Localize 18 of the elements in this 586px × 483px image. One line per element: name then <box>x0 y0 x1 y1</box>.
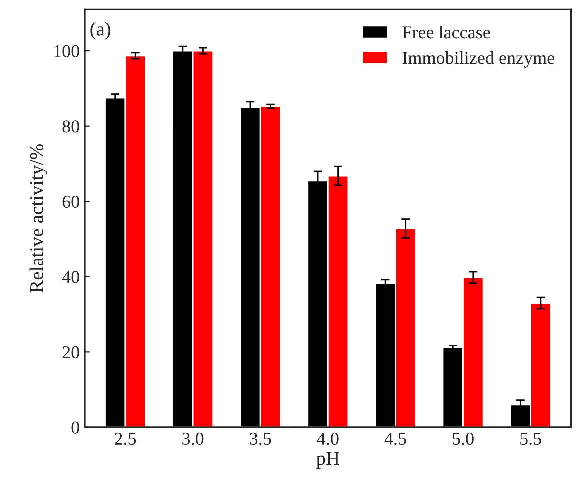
y-tick-label: 80 <box>62 120 80 133</box>
legend-label: Free laccase <box>402 26 490 39</box>
y-tick-label: 100 <box>54 45 80 58</box>
y-tick-label: 0 <box>72 422 80 434</box>
x-tick-label: 4.0 <box>317 432 339 446</box>
legend-label: Immobilized enzyme <box>402 52 554 68</box>
annotation: (a) <box>90 22 111 40</box>
x-tick-label: 5.0 <box>453 432 474 446</box>
y-tick-label: 20 <box>62 346 80 359</box>
x-tick-label: 3.5 <box>250 432 272 446</box>
x-tick-label: 4.5 <box>384 432 406 446</box>
x-tick-label: 2.5 <box>115 432 136 446</box>
x-axis-title: pH <box>316 452 340 470</box>
y-tick-label: 40 <box>62 271 80 284</box>
y-tick-label: 60 <box>62 196 80 208</box>
x-tick-label: 3.0 <box>182 432 204 446</box>
x-tick-label: 5.5 <box>520 433 542 446</box>
y-axis-title: Relative activity/% <box>30 144 48 293</box>
